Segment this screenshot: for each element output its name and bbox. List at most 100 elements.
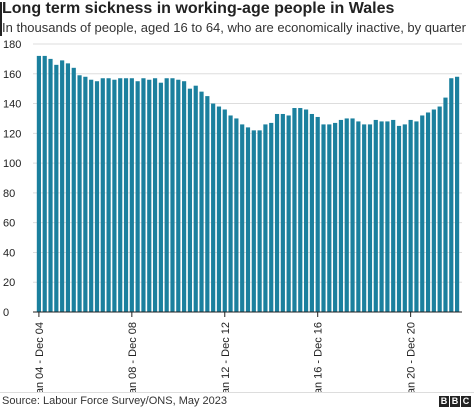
bar-36 xyxy=(245,127,251,312)
bar-39 xyxy=(263,124,268,313)
bar-48 xyxy=(315,116,320,313)
bar-9 xyxy=(89,79,94,312)
bar-18 xyxy=(141,78,146,313)
bar-38 xyxy=(257,130,262,312)
y-tick-label: 40 xyxy=(3,247,15,259)
bar-11 xyxy=(100,78,105,313)
bar-37 xyxy=(251,130,256,312)
bar-26 xyxy=(187,88,193,312)
bar-2 xyxy=(48,58,53,312)
chart-subtitle: In thousands of people, aged 16 to 64, w… xyxy=(2,20,466,35)
source-note: Source: Labour Force Survey/ONS, May 202… xyxy=(2,395,227,407)
bar-63 xyxy=(402,124,407,313)
bar-59 xyxy=(379,121,384,312)
x-tick-label: Jan 12 - Dec 12 xyxy=(220,322,232,392)
chart-title: Long term sickness in working-age people… xyxy=(2,0,395,17)
bar-40 xyxy=(269,122,274,312)
y-tick-label: 160 xyxy=(3,69,21,81)
bar-30 xyxy=(211,103,216,312)
bar-25 xyxy=(182,81,187,312)
y-tick-label: 80 xyxy=(3,188,15,200)
bar-6 xyxy=(71,67,76,312)
bar-4 xyxy=(60,60,65,312)
bar-65 xyxy=(414,121,419,312)
bar-46 xyxy=(303,109,309,312)
x-tick-label: Jan 04 - Dec 04 xyxy=(34,322,46,392)
bar-72 xyxy=(455,76,460,312)
bar-61 xyxy=(391,119,396,313)
bar-13 xyxy=(112,79,117,312)
bar-20 xyxy=(152,78,158,313)
bar-28 xyxy=(199,91,204,312)
bar-19 xyxy=(147,79,152,312)
bar-66 xyxy=(420,115,425,312)
y-tick-label: 20 xyxy=(3,277,15,289)
logo-letter-b2: B xyxy=(450,396,460,407)
bars xyxy=(36,55,460,313)
bar-71 xyxy=(449,78,454,313)
bar-50 xyxy=(327,124,332,313)
x-tick-label: Jan 20 - Dec 20 xyxy=(406,322,418,392)
logo-letter-c: C xyxy=(461,396,471,407)
bar-34 xyxy=(234,118,239,312)
bar-32 xyxy=(222,109,227,312)
y-axis-labels: 0 20 40 60 80 100 120 140 160 180 xyxy=(3,39,21,319)
bar-29 xyxy=(205,96,210,312)
bar-3 xyxy=(54,64,59,312)
x-axis xyxy=(33,311,462,317)
bar-22 xyxy=(164,78,169,313)
bar-8 xyxy=(83,76,88,312)
y-tick-label: 0 xyxy=(3,307,9,319)
bar-1 xyxy=(42,55,47,312)
bar-24 xyxy=(176,79,181,312)
bar-68 xyxy=(431,109,436,312)
bar-51 xyxy=(333,122,338,312)
bar-35 xyxy=(240,124,245,313)
footer-divider xyxy=(0,392,474,393)
bar-12 xyxy=(106,78,111,313)
bar-47 xyxy=(309,113,314,312)
bar-56 xyxy=(362,124,367,313)
bar-33 xyxy=(228,115,233,312)
bar-53 xyxy=(344,118,349,312)
bar-31 xyxy=(216,106,222,312)
bar-21 xyxy=(158,82,163,313)
bar-67 xyxy=(425,112,431,313)
bar-58 xyxy=(373,119,378,313)
title-accent-bar xyxy=(0,2,2,36)
y-tick-label: 180 xyxy=(3,39,21,51)
bar-15 xyxy=(123,78,129,313)
bar-60 xyxy=(385,121,390,312)
bar-0 xyxy=(36,55,41,312)
bar-27 xyxy=(193,85,198,312)
bar-69 xyxy=(437,106,442,312)
bar-10 xyxy=(94,81,100,312)
y-tick-label: 60 xyxy=(3,218,15,230)
bar-45 xyxy=(298,108,303,313)
bar-5 xyxy=(65,63,71,312)
bar-57 xyxy=(367,124,373,313)
y-tick-label: 120 xyxy=(3,128,21,140)
bar-16 xyxy=(129,78,134,313)
bar-62 xyxy=(396,125,402,312)
bar-44 xyxy=(292,108,297,313)
bar-17 xyxy=(135,81,140,312)
y-tick-label: 100 xyxy=(3,158,21,170)
bar-52 xyxy=(338,119,344,313)
x-tick-label: Jan 08 - Dec 08 xyxy=(127,322,139,392)
bar-70 xyxy=(443,97,448,312)
bbc-logo: B B C xyxy=(439,396,471,407)
bar-55 xyxy=(356,121,361,312)
x-axis-labels: Jan 04 - Dec 04 Jan 08 - Dec 08 Jan 12 - D… xyxy=(34,322,418,392)
x-tick-label: Jan 16 - Dec 16 xyxy=(313,322,325,392)
bar-14 xyxy=(118,78,123,313)
bar-49 xyxy=(321,124,326,313)
bar-42 xyxy=(280,113,285,312)
y-tick-label: 140 xyxy=(3,99,21,111)
bar-7 xyxy=(77,75,82,313)
bar-54 xyxy=(350,118,355,312)
bar-23 xyxy=(170,78,175,313)
bar-64 xyxy=(408,119,413,313)
bar-41 xyxy=(274,113,280,312)
logo-letter-b1: B xyxy=(439,396,449,407)
